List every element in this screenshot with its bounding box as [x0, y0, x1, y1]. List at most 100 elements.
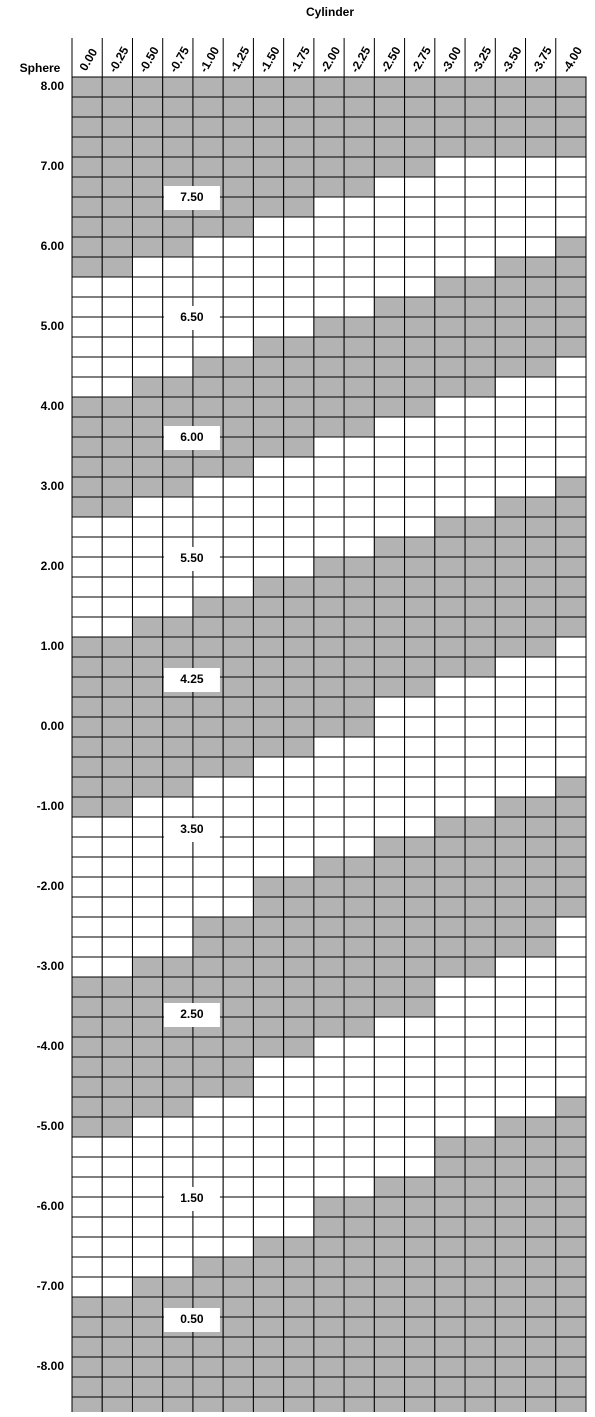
- cell: [434, 976, 466, 998]
- cell: [313, 676, 345, 698]
- cell: [162, 916, 194, 938]
- cell: [525, 816, 557, 838]
- cell: [434, 236, 466, 258]
- cell: [464, 496, 496, 518]
- cell: [252, 996, 285, 1018]
- cell: [343, 256, 375, 278]
- cell: [283, 896, 315, 918]
- cell: [222, 1376, 254, 1398]
- cell: [434, 656, 466, 678]
- cell: [192, 616, 224, 638]
- cell: [283, 1216, 315, 1238]
- cell: [404, 76, 436, 98]
- cell: [525, 1236, 557, 1258]
- cell: [494, 1396, 527, 1417]
- cell: [373, 696, 406, 718]
- cell: [525, 436, 557, 458]
- cell: [101, 656, 133, 678]
- cell: [373, 116, 406, 138]
- cell: [313, 1256, 345, 1278]
- cell: [404, 496, 436, 518]
- column-label: -3.50: [499, 44, 525, 75]
- cell: [222, 1036, 254, 1058]
- cell: [252, 976, 285, 998]
- cell: [131, 76, 164, 98]
- cell: [222, 996, 254, 1018]
- cell: [313, 1396, 345, 1417]
- cell: [525, 1356, 557, 1378]
- cell: [101, 1076, 133, 1098]
- cell: [252, 1096, 285, 1118]
- cell: [464, 796, 496, 818]
- cell: [222, 516, 254, 538]
- cell: [555, 1356, 587, 1378]
- cell: [283, 276, 315, 298]
- cell: [373, 916, 406, 938]
- cell: [192, 276, 224, 298]
- cell: [494, 996, 527, 1018]
- cell: [343, 176, 375, 198]
- cell: [162, 636, 194, 658]
- cell: [434, 1156, 466, 1178]
- column-label: -2.75: [408, 44, 434, 75]
- cell: [283, 636, 315, 658]
- cell: [555, 1116, 587, 1138]
- row-label: 0.00: [41, 719, 65, 733]
- cell: [494, 316, 527, 338]
- cell: [555, 516, 587, 538]
- cell: [373, 636, 406, 658]
- cell: [192, 1156, 224, 1178]
- cell: [252, 816, 285, 838]
- cell: [101, 716, 133, 738]
- cell: [101, 116, 133, 138]
- cell: [434, 1056, 466, 1078]
- cell: [222, 436, 254, 458]
- cell: [283, 1016, 315, 1038]
- cell: [373, 516, 406, 538]
- cell: [555, 1056, 587, 1078]
- cell: [343, 416, 375, 438]
- cell: [222, 816, 254, 838]
- cell: [525, 456, 557, 478]
- cell: [101, 536, 133, 558]
- zone-label: 7.50: [180, 190, 204, 204]
- cell: [343, 656, 375, 678]
- cell: [494, 96, 527, 118]
- cell: [555, 1276, 587, 1298]
- cell: [192, 216, 224, 238]
- cell: [343, 856, 375, 878]
- cell: [252, 316, 285, 338]
- cell: [464, 336, 496, 358]
- cell: [494, 1356, 527, 1378]
- cell: [283, 876, 315, 898]
- cell: [71, 536, 103, 558]
- cell: [101, 456, 133, 478]
- cell: [494, 596, 527, 618]
- cell: [162, 1156, 194, 1178]
- cell: [313, 916, 345, 938]
- cell: [283, 1296, 315, 1318]
- cell: [252, 336, 285, 358]
- cell: [404, 836, 436, 858]
- cell: [464, 1096, 496, 1118]
- cell: [101, 1136, 133, 1158]
- cell: [525, 616, 557, 638]
- cell: [283, 376, 315, 398]
- cell: [373, 296, 406, 318]
- cell: [131, 536, 164, 558]
- cell: [434, 576, 466, 598]
- cell: [222, 836, 254, 858]
- cell: [313, 896, 345, 918]
- cell: [162, 716, 194, 738]
- cell: [525, 1376, 557, 1398]
- cell: [131, 436, 164, 458]
- cell: [464, 696, 496, 718]
- row-label: -5.00: [37, 1119, 65, 1133]
- cell: [373, 96, 406, 118]
- cell: [404, 396, 436, 418]
- cell: [343, 1296, 375, 1318]
- cell: [131, 136, 164, 158]
- cell: [313, 616, 345, 638]
- cell: [252, 1136, 285, 1158]
- cell: [192, 1056, 224, 1078]
